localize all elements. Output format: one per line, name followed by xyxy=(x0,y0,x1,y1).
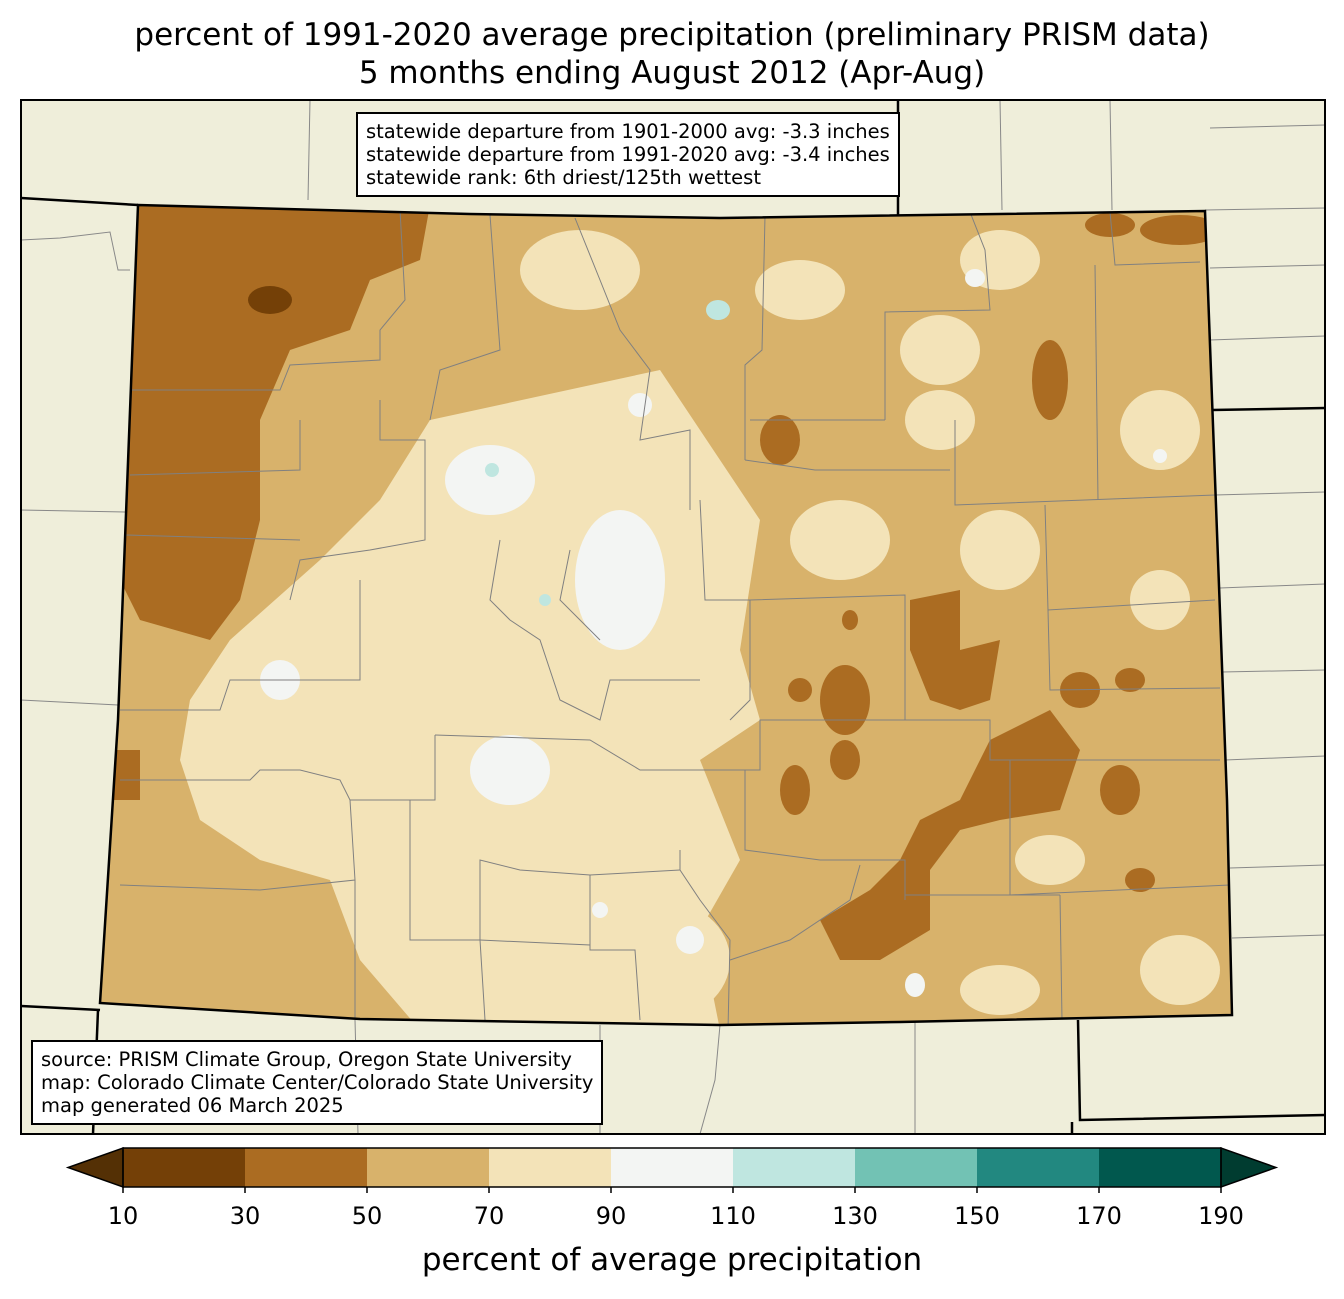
colorbar-bin-8 xyxy=(1099,1148,1221,1187)
colorbar-bin-2 xyxy=(367,1148,489,1187)
colorbar xyxy=(65,1146,1279,1193)
colorbar-bin-1 xyxy=(245,1148,367,1187)
colorbar-tick-label: 170 xyxy=(1076,1202,1122,1230)
colorbar-tick-label: 150 xyxy=(954,1202,1000,1230)
map-title-line-2: 5 months ending August 2012 (Apr-Aug) xyxy=(358,55,986,91)
colorado-border xyxy=(98,203,1234,1027)
colorbar-bin-3 xyxy=(489,1148,611,1187)
colorbar-over-arrow xyxy=(1220,1146,1279,1189)
map-frame xyxy=(20,99,1326,1135)
colorbar-tick-label: 70 xyxy=(473,1202,505,1230)
colorbar-tick-label: 10 xyxy=(107,1202,139,1230)
map-title-line-1: percent of 1991-2020 average precipitati… xyxy=(134,17,1210,53)
map-credit-line: map: Colorado Climate Center/Colorado St… xyxy=(41,1071,594,1094)
colorbar-tick-label: 90 xyxy=(595,1202,627,1230)
county-boundaries xyxy=(119,209,1231,1025)
stats-departure-1901-2000: statewide departure from 1901-2000 avg: … xyxy=(366,120,890,143)
statewide-stats-box: statewide departure from 1901-2000 avg: … xyxy=(356,112,900,197)
colorbar-bin-4 xyxy=(611,1148,733,1187)
colorbar-under-arrow xyxy=(65,1146,124,1189)
colorbar-tick-label: 50 xyxy=(351,1202,383,1230)
colorbar-bin-7 xyxy=(977,1148,1099,1187)
colorbar-tick-label: 130 xyxy=(832,1202,878,1230)
colorbar-tick-label: 110 xyxy=(710,1202,756,1230)
neighbor-boundaries xyxy=(21,100,1325,1134)
colorbar-tick-label: 190 xyxy=(1198,1202,1244,1230)
generated-date-line: map generated 06 March 2025 xyxy=(41,1094,344,1117)
colorbar-tick-label: 30 xyxy=(229,1202,261,1230)
stats-rank: statewide rank: 6th driest/125th wettest xyxy=(366,166,761,189)
source-line: source: PRISM Climate Group, Oregon Stat… xyxy=(41,1048,572,1071)
colorbar-outline xyxy=(122,1147,1222,1188)
colorado-precipitation-field xyxy=(100,205,1232,1025)
colorbar-bin-5 xyxy=(733,1148,855,1187)
source-box: source: PRISM Climate Group, Oregon Stat… xyxy=(31,1040,604,1125)
colorbar-bin-0 xyxy=(123,1148,245,1187)
colorbar-bin-6 xyxy=(855,1148,977,1187)
colorbar-label: percent of average precipitation xyxy=(421,1242,923,1278)
stats-departure-1991-2020: statewide departure from 1991-2020 avg: … xyxy=(366,143,890,166)
